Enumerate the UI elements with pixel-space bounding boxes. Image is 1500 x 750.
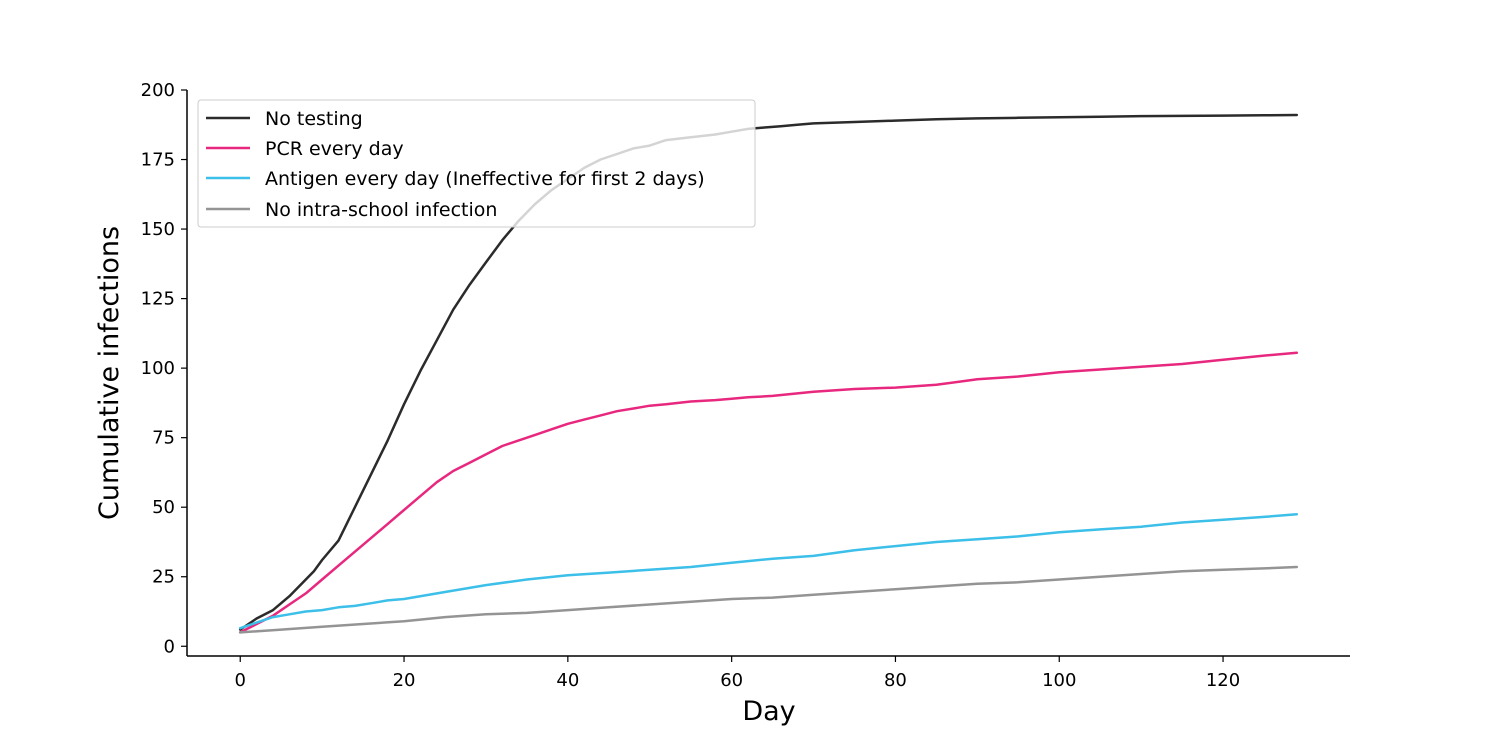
x-tick-label: 60 — [720, 670, 743, 691]
x-tick-label: 20 — [393, 670, 416, 691]
y-tick-label: 175 — [141, 150, 175, 171]
series-line-2 — [238, 351, 1299, 634]
y-tick-label: 125 — [141, 289, 175, 310]
x-tick-label: 80 — [884, 670, 907, 691]
series-line-4 — [238, 565, 1299, 634]
legend-frame — [197, 99, 756, 228]
legend-item: No testing — [206, 108, 363, 130]
x-tick-label: 120 — [1206, 670, 1240, 691]
axes-layer — [186, 90, 1350, 657]
y-tick-label: 50 — [152, 497, 175, 518]
legend-label: No testing — [265, 108, 363, 130]
x-tick-label: 40 — [556, 670, 579, 691]
y-axis-title: Cumulative infections — [94, 226, 125, 520]
legend-item: No intra-school infection — [206, 199, 497, 221]
legend: No testing PCR every day Antigen every d… — [197, 99, 756, 228]
series-line-3 — [238, 512, 1299, 630]
y-tick-label: 75 — [152, 428, 175, 449]
x-tick-label: 0 — [235, 670, 246, 691]
x-tick-label: 100 — [1042, 670, 1076, 691]
legend-item: Antigen every day (Ineffective for first… — [206, 168, 705, 190]
y-tick-label: 0 — [164, 636, 175, 657]
y-tick-label: 25 — [152, 567, 175, 588]
y-tick-label: 150 — [141, 219, 175, 240]
ticks-layer: 0 20 40 60 80 100 120 0 25 50 75 100 125 150 175 200 — [141, 80, 1241, 691]
y-tick-label: 200 — [141, 80, 175, 101]
y-tick-label: 100 — [141, 358, 175, 379]
x-axis-title: Day — [742, 696, 795, 727]
legend-item: PCR every day — [206, 138, 404, 160]
legend-label: Antigen every day (Ineffective for first… — [265, 168, 705, 190]
legend-label: No intra-school infection — [265, 199, 497, 221]
legend-label: PCR every day — [265, 138, 404, 160]
